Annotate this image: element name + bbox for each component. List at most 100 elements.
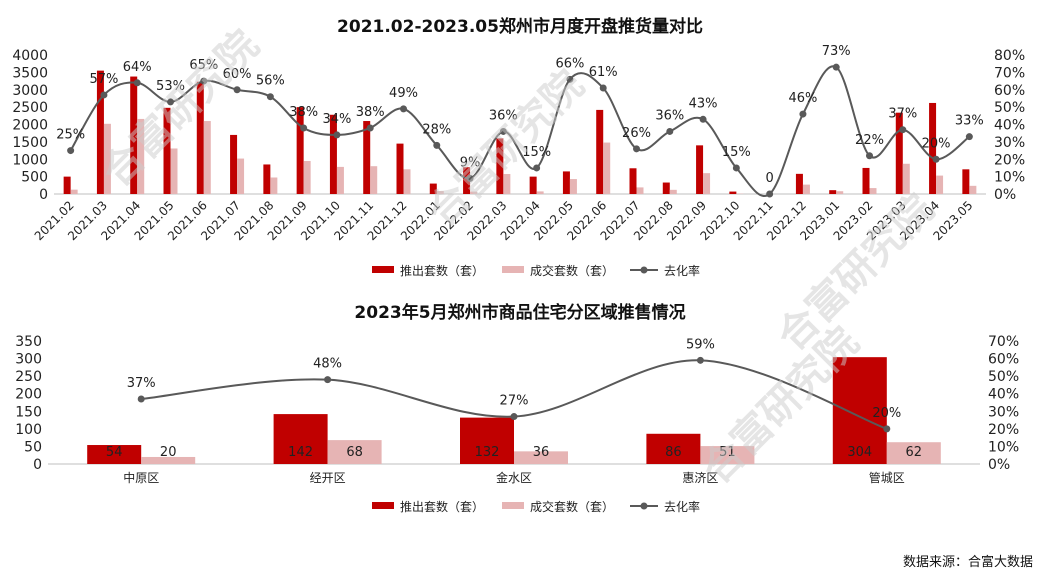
- rate-point-惠济区: [696, 356, 704, 364]
- sold-bar-惠济区: [700, 446, 755, 464]
- rate-value-label: 57%: [89, 72, 118, 87]
- sold-bar-2021.10: [336, 166, 344, 194]
- sold-bar-2022.07: [636, 187, 644, 194]
- rate-value-label: 37%: [127, 376, 156, 391]
- launched-value-label: 304: [847, 445, 872, 460]
- sold-bar-2021.12: [403, 169, 411, 194]
- y-tick-label: 4000: [12, 48, 48, 64]
- rate-point-2022.02: [466, 174, 474, 182]
- rate-point-2022.12: [799, 110, 807, 118]
- rate-point-2021.05: [167, 98, 174, 106]
- launched-bar-2021.11: [363, 121, 371, 194]
- rate-point-2022.11: [766, 190, 774, 198]
- rate-point-2022.03: [499, 127, 507, 135]
- sold-bar-2022.02: [470, 191, 478, 194]
- y-tick-label: 1500: [12, 135, 48, 151]
- rate-value-label: 20%: [872, 406, 901, 421]
- rate-point-2022.01: [433, 141, 441, 149]
- sold-bar-2022.01: [436, 191, 444, 194]
- launched-bar-2021.05: [163, 107, 171, 194]
- sold-bar-经开区: [327, 440, 382, 464]
- launched-bar-2021.06: [196, 81, 204, 194]
- sold-bar-中原区: [141, 456, 196, 464]
- rate-point-2021.03: [100, 91, 108, 99]
- rate-point-2023.01: [832, 63, 840, 71]
- y2-tick-label: 80%: [994, 48, 1025, 64]
- sold-bar-2022.09: [703, 173, 711, 194]
- rate-value-label: 22%: [855, 133, 884, 148]
- rate-value-label: 9%: [460, 155, 481, 170]
- sold-bar-2021.09: [303, 160, 311, 194]
- rate-value-label: 34%: [322, 112, 351, 127]
- sold-bar-2021.06: [203, 121, 211, 194]
- rate-point-2021.02: [67, 147, 75, 155]
- sold-bar-2021.02: [70, 189, 78, 194]
- legend-label-launched: 推出套数（套）: [400, 263, 484, 278]
- launched-bar-2021.12: [396, 143, 404, 194]
- y2-tick-label: 60%: [988, 352, 1019, 368]
- source-note: 数据来源：合富大数据: [903, 554, 1033, 570]
- launched-value-label: 86: [665, 445, 682, 460]
- chart-title: 2023年5月郑州市商品住宅分区域推售情况: [354, 302, 685, 323]
- launched-bar-管城区: [832, 357, 887, 464]
- sold-bar-2022.12: [802, 184, 810, 194]
- rate-point-经开区: [324, 376, 332, 384]
- y-tick-label: 3500: [12, 65, 48, 81]
- rate-value-label: 48%: [313, 357, 342, 372]
- launched-bar-惠济区: [646, 433, 701, 464]
- sold-bar-2023.02: [869, 188, 877, 194]
- y2-tick-label: 0%: [994, 187, 1016, 203]
- rate-point-管城区: [883, 425, 891, 433]
- rate-point-金水区: [510, 413, 518, 421]
- rate-value-label: 20%: [922, 136, 951, 151]
- rate-point-2022.04: [533, 164, 541, 172]
- sold-bar-2022.08: [669, 189, 677, 194]
- y-tick-label: 2000: [12, 118, 48, 134]
- rate-point-2021.08: [266, 93, 274, 101]
- rate-value-label: 49%: [389, 86, 418, 101]
- sold-bar-2022.05: [569, 179, 577, 194]
- y-tick-label: 350: [15, 334, 42, 350]
- rate-value-label: 53%: [156, 79, 185, 94]
- chart-title: 2021.02-2023.05郑州市月度开盘推货量对比: [337, 16, 703, 37]
- y-tick-label: 50: [24, 439, 42, 455]
- y-tick-label: 200: [15, 387, 42, 403]
- rate-point-中原区: [137, 395, 145, 403]
- rate-point-2021.12: [400, 105, 407, 113]
- launched-bar-经开区: [273, 414, 328, 464]
- rate-point-2021.10: [333, 131, 341, 139]
- launched-value-label: 54: [106, 445, 123, 460]
- rate-value-label: 15%: [722, 145, 751, 160]
- launched-bar-2022.02: [463, 167, 471, 194]
- launched-bar-2021.09: [296, 107, 304, 194]
- rate-value-label: 15%: [522, 145, 551, 160]
- rate-value-label: 56%: [256, 74, 285, 89]
- legend-swatch-sold: [502, 502, 524, 509]
- legend-swatch-launched: [372, 502, 394, 509]
- sold-bar-管城区: [886, 442, 941, 464]
- y2-tick-label: 40%: [994, 118, 1025, 134]
- launched-bar-2022.06: [596, 109, 604, 194]
- sold-value-label: 68: [346, 445, 363, 460]
- y-tick-label: 1000: [12, 152, 48, 168]
- y-tick-label: 2500: [12, 100, 48, 116]
- rate-value-label: 60%: [223, 67, 252, 82]
- launched-bar-2021.10: [329, 114, 337, 194]
- y2-tick-label: 30%: [994, 135, 1025, 151]
- launched-bar-2022.09: [696, 145, 704, 194]
- sold-bar-2021.04: [137, 118, 145, 194]
- legend-label-launched: 推出套数（套）: [400, 499, 484, 514]
- rate-value-label: 64%: [123, 60, 152, 75]
- y2-tick-label: 50%: [988, 369, 1019, 385]
- rate-point-2023.02: [866, 152, 873, 160]
- rate-point-2022.08: [666, 127, 674, 135]
- rate-value-label: 25%: [56, 128, 85, 143]
- rate-value-label: 59%: [686, 337, 715, 352]
- y2-tick-label: 20%: [994, 152, 1025, 168]
- y2-tick-label: 30%: [988, 404, 1019, 420]
- launched-bar-2021.04: [130, 76, 138, 194]
- sold-bar-2022.06: [603, 142, 611, 194]
- launched-bar-2022.12: [795, 173, 803, 194]
- rate-point-2021.06: [200, 77, 208, 85]
